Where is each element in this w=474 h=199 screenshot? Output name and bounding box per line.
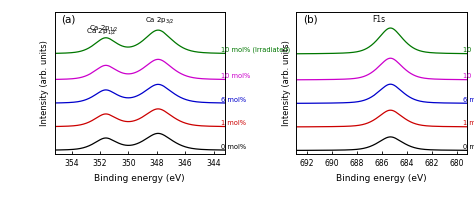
Text: 6 mol%: 6 mol% — [463, 97, 474, 102]
Text: (b): (b) — [303, 15, 318, 25]
Y-axis label: Intensity (arb. units): Intensity (arb. units) — [282, 40, 291, 126]
Text: Ca 2p$_{1/2}$: Ca 2p$_{1/2}$ — [90, 24, 119, 34]
Text: 1 mol%: 1 mol% — [463, 120, 474, 126]
Text: 10 mol%: 10 mol% — [221, 73, 250, 79]
Text: 10 mol%: 10 mol% — [463, 73, 474, 79]
Text: 0 mol%: 0 mol% — [221, 143, 246, 149]
Text: 10 mol% (Irradiated): 10 mol% (Irradiated) — [221, 47, 290, 53]
Text: Ca 2p$_{1/2}$: Ca 2p$_{1/2}$ — [86, 26, 117, 37]
Text: Ca 2p$_{3/2}$: Ca 2p$_{3/2}$ — [145, 16, 174, 26]
Text: F1s: F1s — [373, 15, 386, 24]
Text: 1 mol%: 1 mol% — [221, 120, 246, 126]
Text: (a): (a) — [61, 15, 76, 25]
Y-axis label: Intensity (arb. units): Intensity (arb. units) — [40, 40, 49, 126]
X-axis label: Binding energy (eV): Binding energy (eV) — [94, 174, 185, 183]
Text: 0 mol%: 0 mol% — [463, 143, 474, 149]
Text: 10 mol% (Irradiated): 10 mol% (Irradiated) — [463, 47, 474, 53]
Text: 6 mol%: 6 mol% — [221, 97, 246, 102]
X-axis label: Binding energy (eV): Binding energy (eV) — [337, 174, 427, 183]
